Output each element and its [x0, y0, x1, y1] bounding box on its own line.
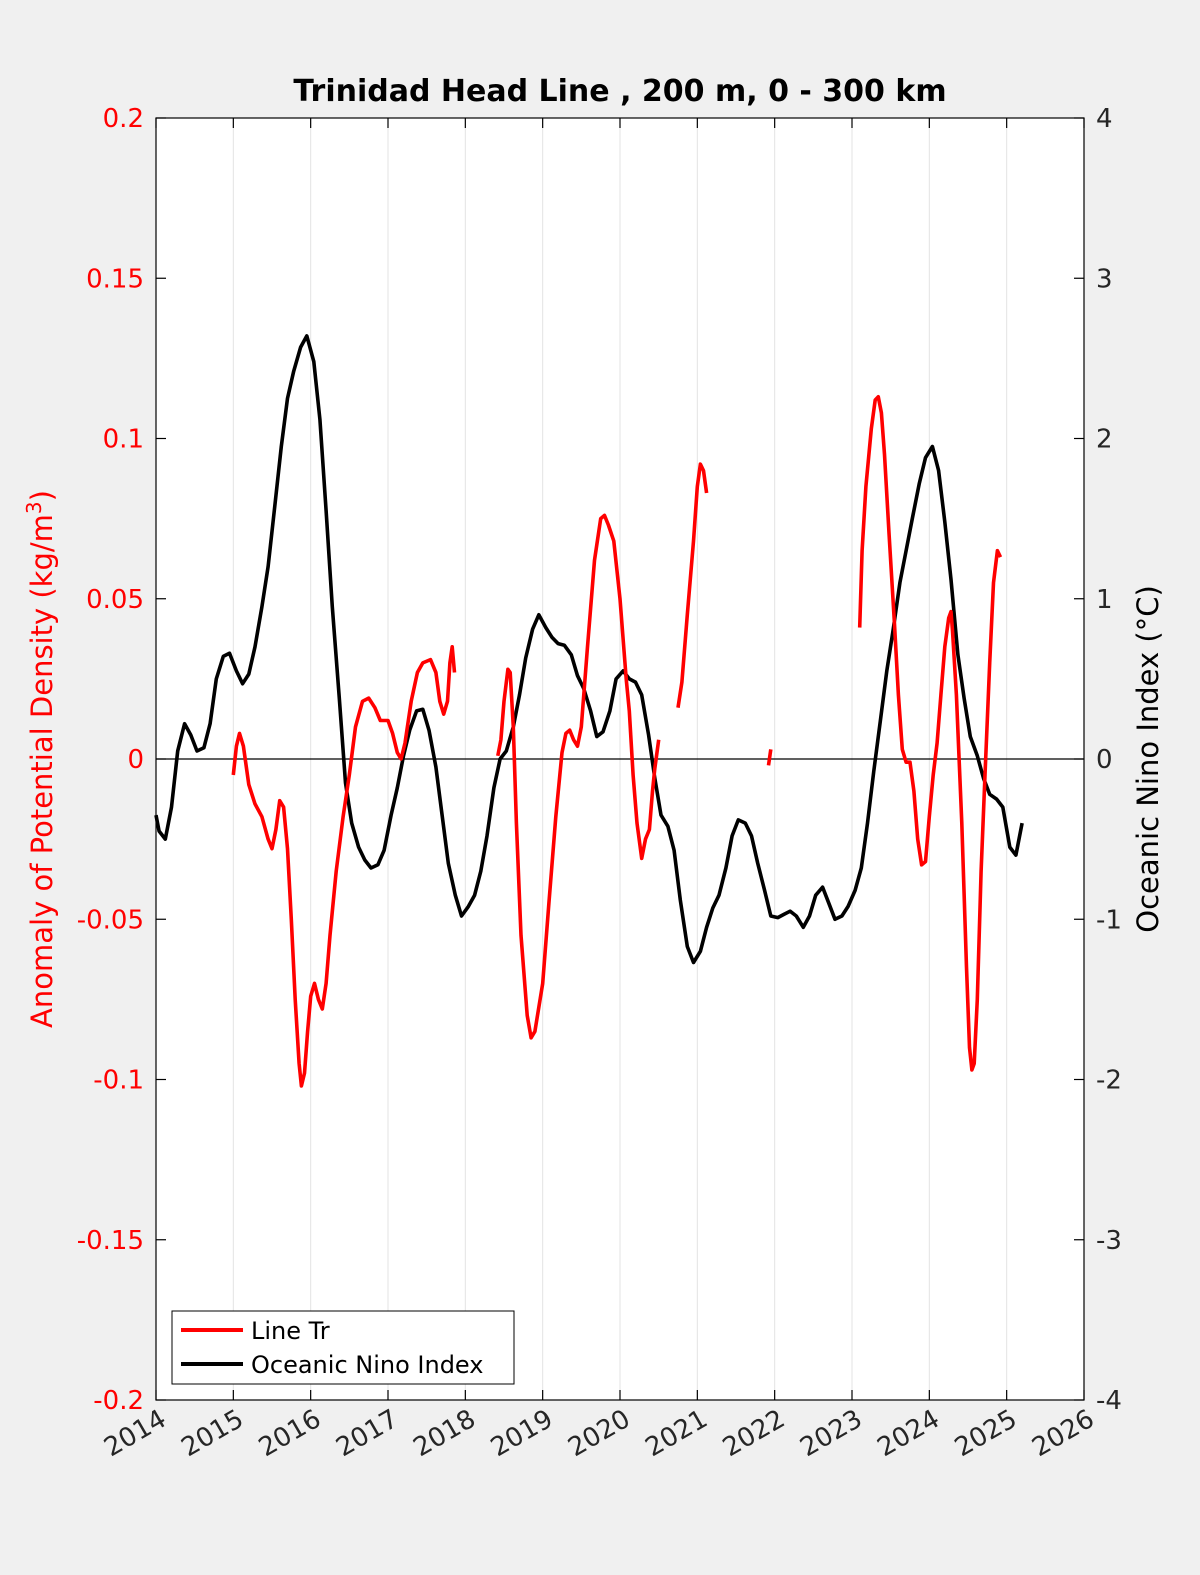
series-line-tr-segment [231, 644, 457, 1088]
y-tick-label-right: -4 [1096, 1386, 1122, 1416]
chart-title: Trinidad Head Line , 200 m, 0 - 300 km [293, 74, 946, 109]
y-tick-label-right: 4 [1096, 104, 1113, 134]
y-tick-label-right: -3 [1096, 1226, 1122, 1256]
y-tick-label-right: 2 [1096, 425, 1113, 455]
y-tick-label-right: 0 [1096, 745, 1113, 775]
y-tick-label-right: -1 [1096, 905, 1122, 935]
y-tick-label-left: -0.1 [93, 1066, 144, 1096]
y-tick-label-right: -2 [1096, 1066, 1122, 1096]
series-line-tr-segment [857, 394, 1003, 1072]
y-tick-label-left: 0.05 [86, 585, 144, 615]
y-tick-label-left: 0.2 [103, 104, 144, 134]
y-tick-label-right: 1 [1096, 585, 1113, 615]
legend-box [171, 1310, 515, 1385]
y-axis-label-right: Oceanic Nino Index (°C) [1131, 585, 1165, 933]
y-tick-label-left: 0.1 [103, 425, 144, 455]
y-tick-label-right: 3 [1096, 264, 1113, 294]
legend: Line Tr Oceanic Nino Index [171, 1310, 515, 1385]
y-tick-label-left: 0.15 [86, 264, 144, 294]
y-tick-label-left: -0.15 [77, 1226, 144, 1256]
series-oni-segment [154, 334, 1024, 965]
y-tick-label-left: -0.05 [77, 905, 144, 935]
y-axis-label-left: Anomaly of Potential Density (kg/m3) [22, 490, 59, 1028]
y-tick-label-left: -0.2 [93, 1386, 144, 1416]
series-layer [154, 334, 1024, 1088]
legend-label-line-tr: Line Tr [251, 1317, 330, 1345]
series-line-tr-segment [496, 513, 661, 1040]
y-tick-label-left: 0 [127, 745, 144, 775]
series-line-tr-segment [676, 462, 709, 708]
legend-label-oni: Oceanic Nino Index [251, 1351, 483, 1379]
series-line-tr-segment [766, 749, 773, 766]
